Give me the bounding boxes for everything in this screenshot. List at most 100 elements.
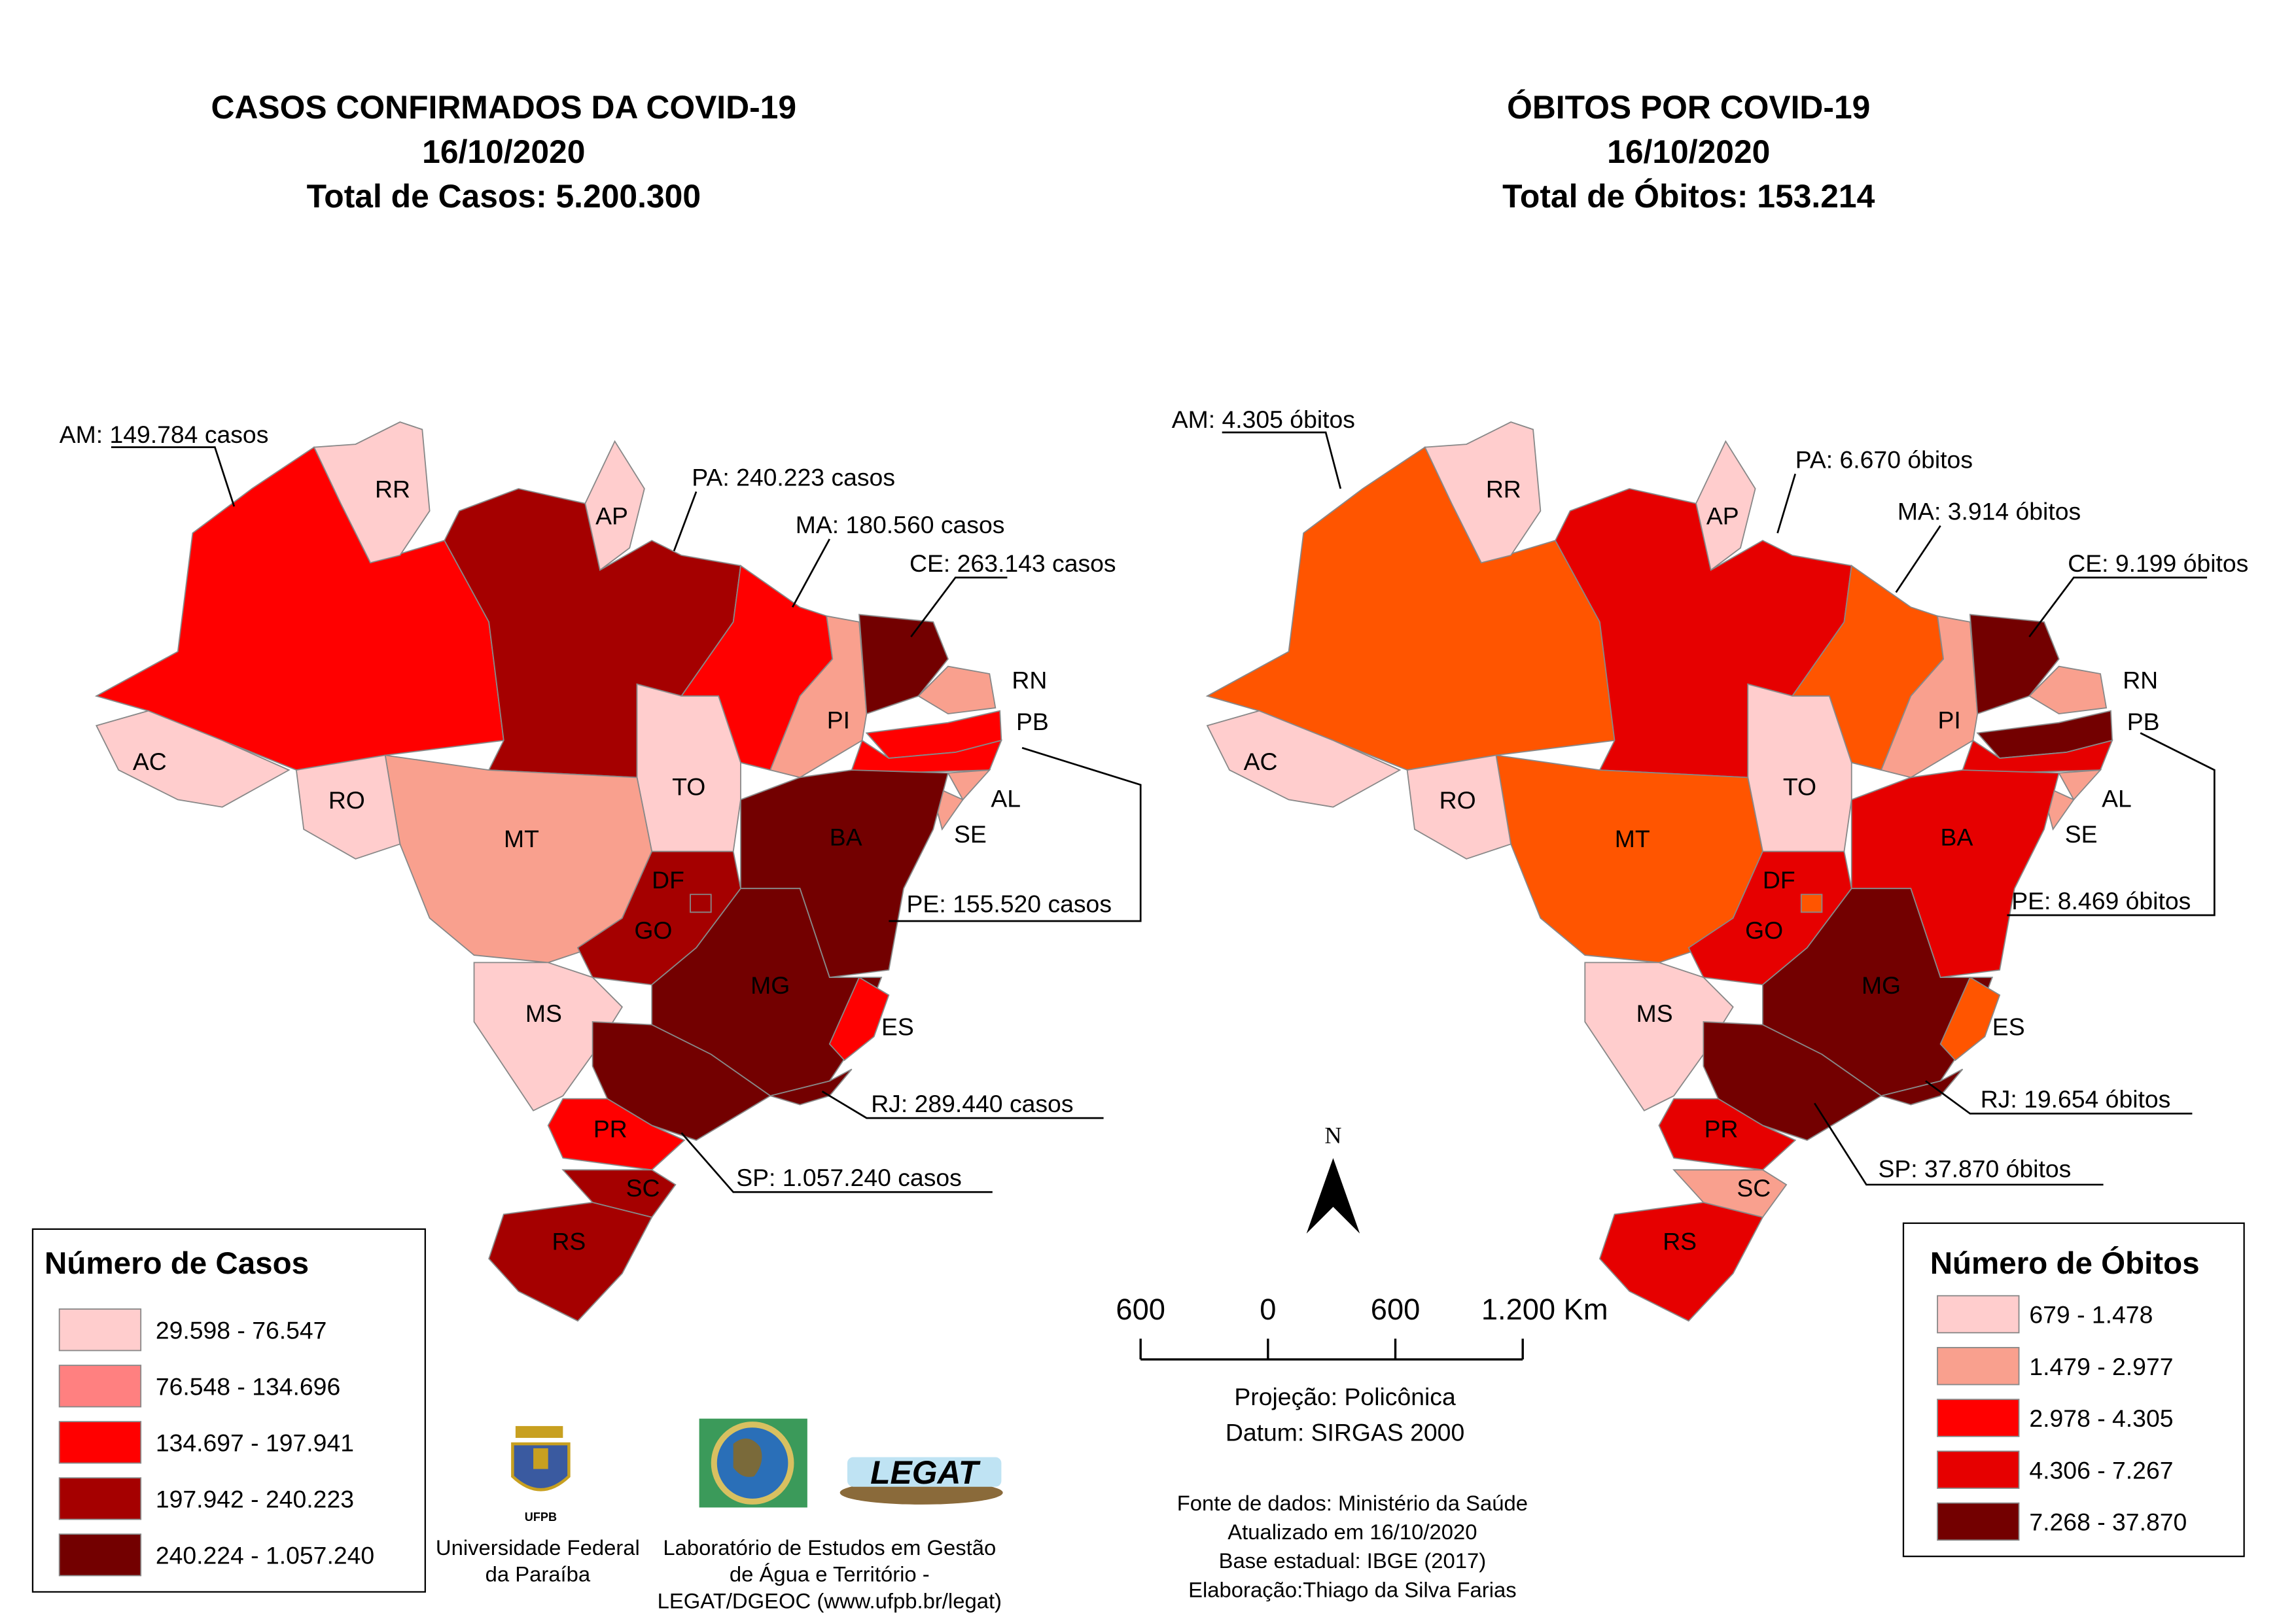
state-label: ES [881, 1013, 914, 1040]
leader-line [2028, 576, 2208, 638]
state-label: AP [1706, 502, 1739, 529]
state-label: RR [375, 476, 410, 503]
legend-swatch [1937, 1347, 2020, 1386]
map-title: 16/10/2020 [1607, 133, 1770, 170]
leader-line [1222, 431, 1342, 489]
projection-text: Datum: SIRGAS 2000 [1226, 1419, 1464, 1446]
state-label: MS [1636, 1000, 1673, 1027]
state-label: RR [1486, 476, 1521, 503]
legat-name: LEGAT/DGEOC (www.ufpb.br/legat) [658, 1588, 1002, 1613]
state [1206, 710, 1402, 808]
callout-label: PE: 8.469 óbitos [2011, 887, 2191, 915]
ufpb-mark: UFPB [525, 1510, 557, 1524]
state-label: RN [1012, 667, 1047, 694]
state-label: BA [1941, 824, 1973, 851]
legend-label: 134.697 - 197.941 [156, 1429, 354, 1456]
state-label: PB [1016, 708, 1049, 735]
state-label: GO [1745, 916, 1783, 944]
legend-swatch [58, 1477, 142, 1520]
state-label: MG [1862, 971, 1901, 999]
state-label: AL [991, 785, 1021, 812]
state [95, 710, 291, 808]
north-label: N [1324, 1123, 1341, 1149]
leader-line [889, 746, 1142, 922]
source-text: Elaboração:Thiago da Silva Farias [1188, 1577, 1517, 1601]
state [2028, 665, 2108, 715]
leader-line [1925, 1080, 2193, 1115]
state [1703, 1021, 1882, 1142]
north-arrow [1306, 1158, 1360, 1234]
map-title: CASOS CONFIRMADOS DA COVID-19 [211, 89, 797, 126]
map-title: 16/10/2020 [422, 133, 585, 170]
legend-swatch [58, 1533, 142, 1577]
state-label: RO [328, 786, 365, 814]
legend-label: 197.942 - 240.223 [156, 1485, 354, 1512]
legend-label: 1.479 - 2.977 [2029, 1353, 2173, 1380]
ufpb-name: Universidade Federal [436, 1535, 640, 1560]
state-label: TO [672, 773, 705, 801]
leader-line [111, 446, 236, 507]
state-label: MG [751, 971, 790, 999]
legend-title: Número de Óbitos [1930, 1245, 2200, 1281]
state [1658, 1098, 1797, 1171]
state [561, 1169, 677, 1218]
legend-swatch [58, 1308, 142, 1352]
state-label: MT [1615, 825, 1650, 852]
legend-swatch [58, 1365, 142, 1408]
state [313, 421, 431, 564]
source-text: Fonte de dados: Ministério da Saúde [1177, 1491, 1528, 1515]
state-label: ES [1992, 1013, 2025, 1040]
legend-label: 240.224 - 1.057.240 [156, 1541, 374, 1569]
legend-label: 2.978 - 4.305 [2029, 1405, 2173, 1432]
scale-label: 0 [1260, 1293, 1276, 1326]
state-label: GO [634, 916, 672, 944]
dgeoc-logo [699, 1418, 807, 1508]
legend-label: 7.268 - 37.870 [2029, 1509, 2187, 1536]
legend-swatch [58, 1421, 142, 1464]
legend-swatch [1937, 1295, 2020, 1334]
legend-swatch [1937, 1399, 2020, 1437]
leader-line [1776, 473, 1797, 534]
state-label: MS [525, 1000, 562, 1027]
callout-label: CE: 9.199 óbitos [2068, 550, 2248, 577]
legend-swatch [1937, 1502, 2020, 1541]
leader-line [910, 576, 1008, 638]
leader-line [792, 538, 831, 608]
state [473, 962, 624, 1111]
state [295, 754, 401, 860]
callout-label: PA: 240.223 casos [692, 463, 895, 491]
state-label: AC [133, 748, 167, 775]
leader-line [1895, 525, 1941, 593]
state-label: BA [830, 824, 862, 851]
leader-line [1814, 1102, 2104, 1186]
scale-label: 600 [1116, 1293, 1165, 1326]
state [1424, 421, 1542, 564]
state-label: RN [2123, 667, 2158, 694]
legend-title: Número de Casos [44, 1246, 309, 1281]
legat-name: de Água e Território - [730, 1562, 930, 1586]
state-label: PB [2127, 708, 2160, 735]
callout-label: MA: 180.560 casos [796, 511, 1005, 538]
legat-logo [839, 1457, 1003, 1505]
state-label: PI [1938, 707, 1961, 734]
legend-label: 29.598 - 76.547 [156, 1316, 327, 1344]
state-label: SE [954, 820, 987, 848]
legend-swatch [1937, 1450, 2020, 1489]
state-label: SC [1737, 1174, 1771, 1202]
callout-label: AM: 4.305 óbitos [1172, 406, 1355, 433]
callout-label: RJ: 19.654 óbitos [1981, 1085, 2171, 1113]
callout-label: AM: 149.784 casos [60, 421, 269, 448]
ufpb-logo [511, 1425, 571, 1492]
state [1969, 614, 2060, 715]
leader-line [680, 1132, 993, 1193]
state [947, 769, 991, 801]
state-label: AC [1244, 748, 1278, 775]
leader-line [673, 491, 698, 551]
source-text: Base estadual: IBGE (2017) [1219, 1548, 1487, 1573]
state-label: SE [2065, 820, 2098, 848]
state [592, 1021, 771, 1142]
state [1584, 962, 1734, 1111]
state-label: PR [593, 1115, 627, 1143]
callout-label: SP: 37.870 óbitos [1878, 1155, 2071, 1183]
